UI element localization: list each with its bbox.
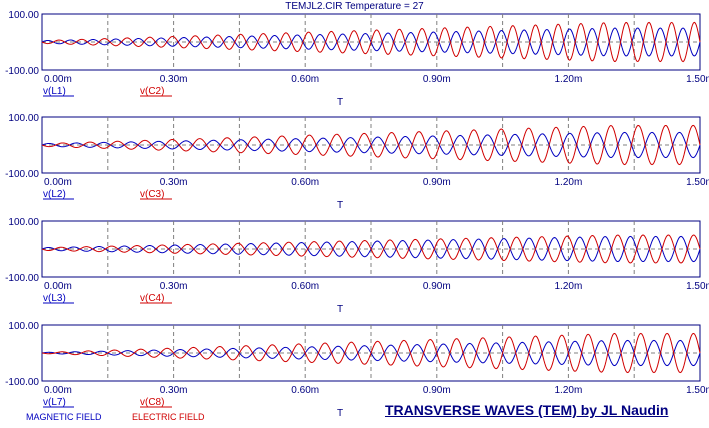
x-tick-label: 1.50m bbox=[686, 74, 709, 85]
y-tick-label-top: 100.00 bbox=[8, 10, 39, 21]
electric-field-label: ELECTRIC FIELD bbox=[132, 412, 205, 422]
legend-label-vl1: v(L1) bbox=[43, 86, 66, 97]
x-tick-label: 0.90m bbox=[423, 177, 451, 188]
plot-panel-3: 100.00 -100.00 0.00m 0.30m 0.60m 0.90m 1.20m 1.… bbox=[5, 217, 709, 315]
y-tick-label-bottom: -100.00 bbox=[5, 66, 39, 77]
legend-label-vc4: v(C4) bbox=[140, 293, 164, 304]
credit-title: TRANSVERSE WAVES (TEM) by JL Naudin bbox=[385, 402, 669, 418]
series-line-vc8 bbox=[41, 332, 701, 374]
y-tick-label-bottom: -100.00 bbox=[5, 377, 39, 388]
y-tick-label-top: 100.00 bbox=[8, 217, 39, 228]
plot-panel-4: 100.00 -100.00 0.00m 0.30m 0.60m 0.90m 1.20m 1.… bbox=[5, 321, 709, 419]
legend-label-vc3: v(C3) bbox=[140, 189, 164, 200]
x-tick-label: 0.60m bbox=[291, 281, 319, 292]
plot-panel-2: 100.00 -100.00 0.00m 0.30m 0.60m 0.90m 1.20m 1.… bbox=[5, 113, 709, 211]
x-axis-label: T bbox=[337, 200, 343, 211]
y-tick-label-bottom: -100.00 bbox=[5, 273, 39, 284]
x-tick-label: 0.90m bbox=[423, 385, 451, 396]
x-axis-label: T bbox=[337, 408, 343, 419]
x-tick-label: 0.30m bbox=[160, 281, 188, 292]
y-tick-label-top: 100.00 bbox=[8, 321, 39, 332]
plot-panel-1: 100.00 -100.00 0.00m 0.30m 0.60m 0.90m 1.20m 1.… bbox=[5, 10, 709, 108]
x-tick-label: 0.90m bbox=[423, 74, 451, 85]
x-tick-label: 1.50m bbox=[686, 281, 709, 292]
x-tick-label: 0.00m bbox=[44, 74, 72, 85]
x-tick-label: 1.50m bbox=[686, 385, 709, 396]
legend-label-vc8: v(C8) bbox=[140, 397, 164, 408]
magnetic-field-label: MAGNETIC FIELD bbox=[26, 412, 102, 422]
x-axis-label: T bbox=[337, 304, 343, 315]
x-axis-label: T bbox=[337, 97, 343, 108]
x-tick-label: 0.90m bbox=[423, 281, 451, 292]
x-tick-label: 0.60m bbox=[291, 74, 319, 85]
y-tick-label-top: 100.00 bbox=[8, 113, 39, 124]
legend-label-vc2: v(C2) bbox=[140, 86, 164, 97]
x-tick-label: 0.60m bbox=[291, 177, 319, 188]
x-tick-label: 1.20m bbox=[555, 177, 583, 188]
legend-label-vl3: v(L3) bbox=[43, 293, 66, 304]
x-tick-label: 0.30m bbox=[160, 177, 188, 188]
x-tick-label: 0.30m bbox=[160, 385, 188, 396]
x-tick-label: 0.00m bbox=[44, 281, 72, 292]
x-tick-label: 1.20m bbox=[555, 74, 583, 85]
x-tick-label: 0.60m bbox=[291, 385, 319, 396]
x-tick-label: 1.20m bbox=[555, 281, 583, 292]
simulation-title: TEMJL2.CIR Temperature = 27 bbox=[285, 1, 424, 12]
x-tick-label: 1.50m bbox=[686, 177, 709, 188]
series-line-vc4 bbox=[41, 234, 701, 264]
legend-label-vl2: v(L2) bbox=[43, 189, 66, 200]
x-tick-label: 1.20m bbox=[555, 385, 583, 396]
y-tick-label-bottom: -100.00 bbox=[5, 169, 39, 180]
series-line-vc2 bbox=[41, 21, 701, 63]
x-tick-label: 0.00m bbox=[44, 385, 72, 396]
series-line-vc3 bbox=[41, 124, 701, 166]
x-tick-label: 0.00m bbox=[44, 177, 72, 188]
legend-label-vl7: v(L7) bbox=[43, 397, 66, 408]
x-tick-label: 0.30m bbox=[160, 74, 188, 85]
